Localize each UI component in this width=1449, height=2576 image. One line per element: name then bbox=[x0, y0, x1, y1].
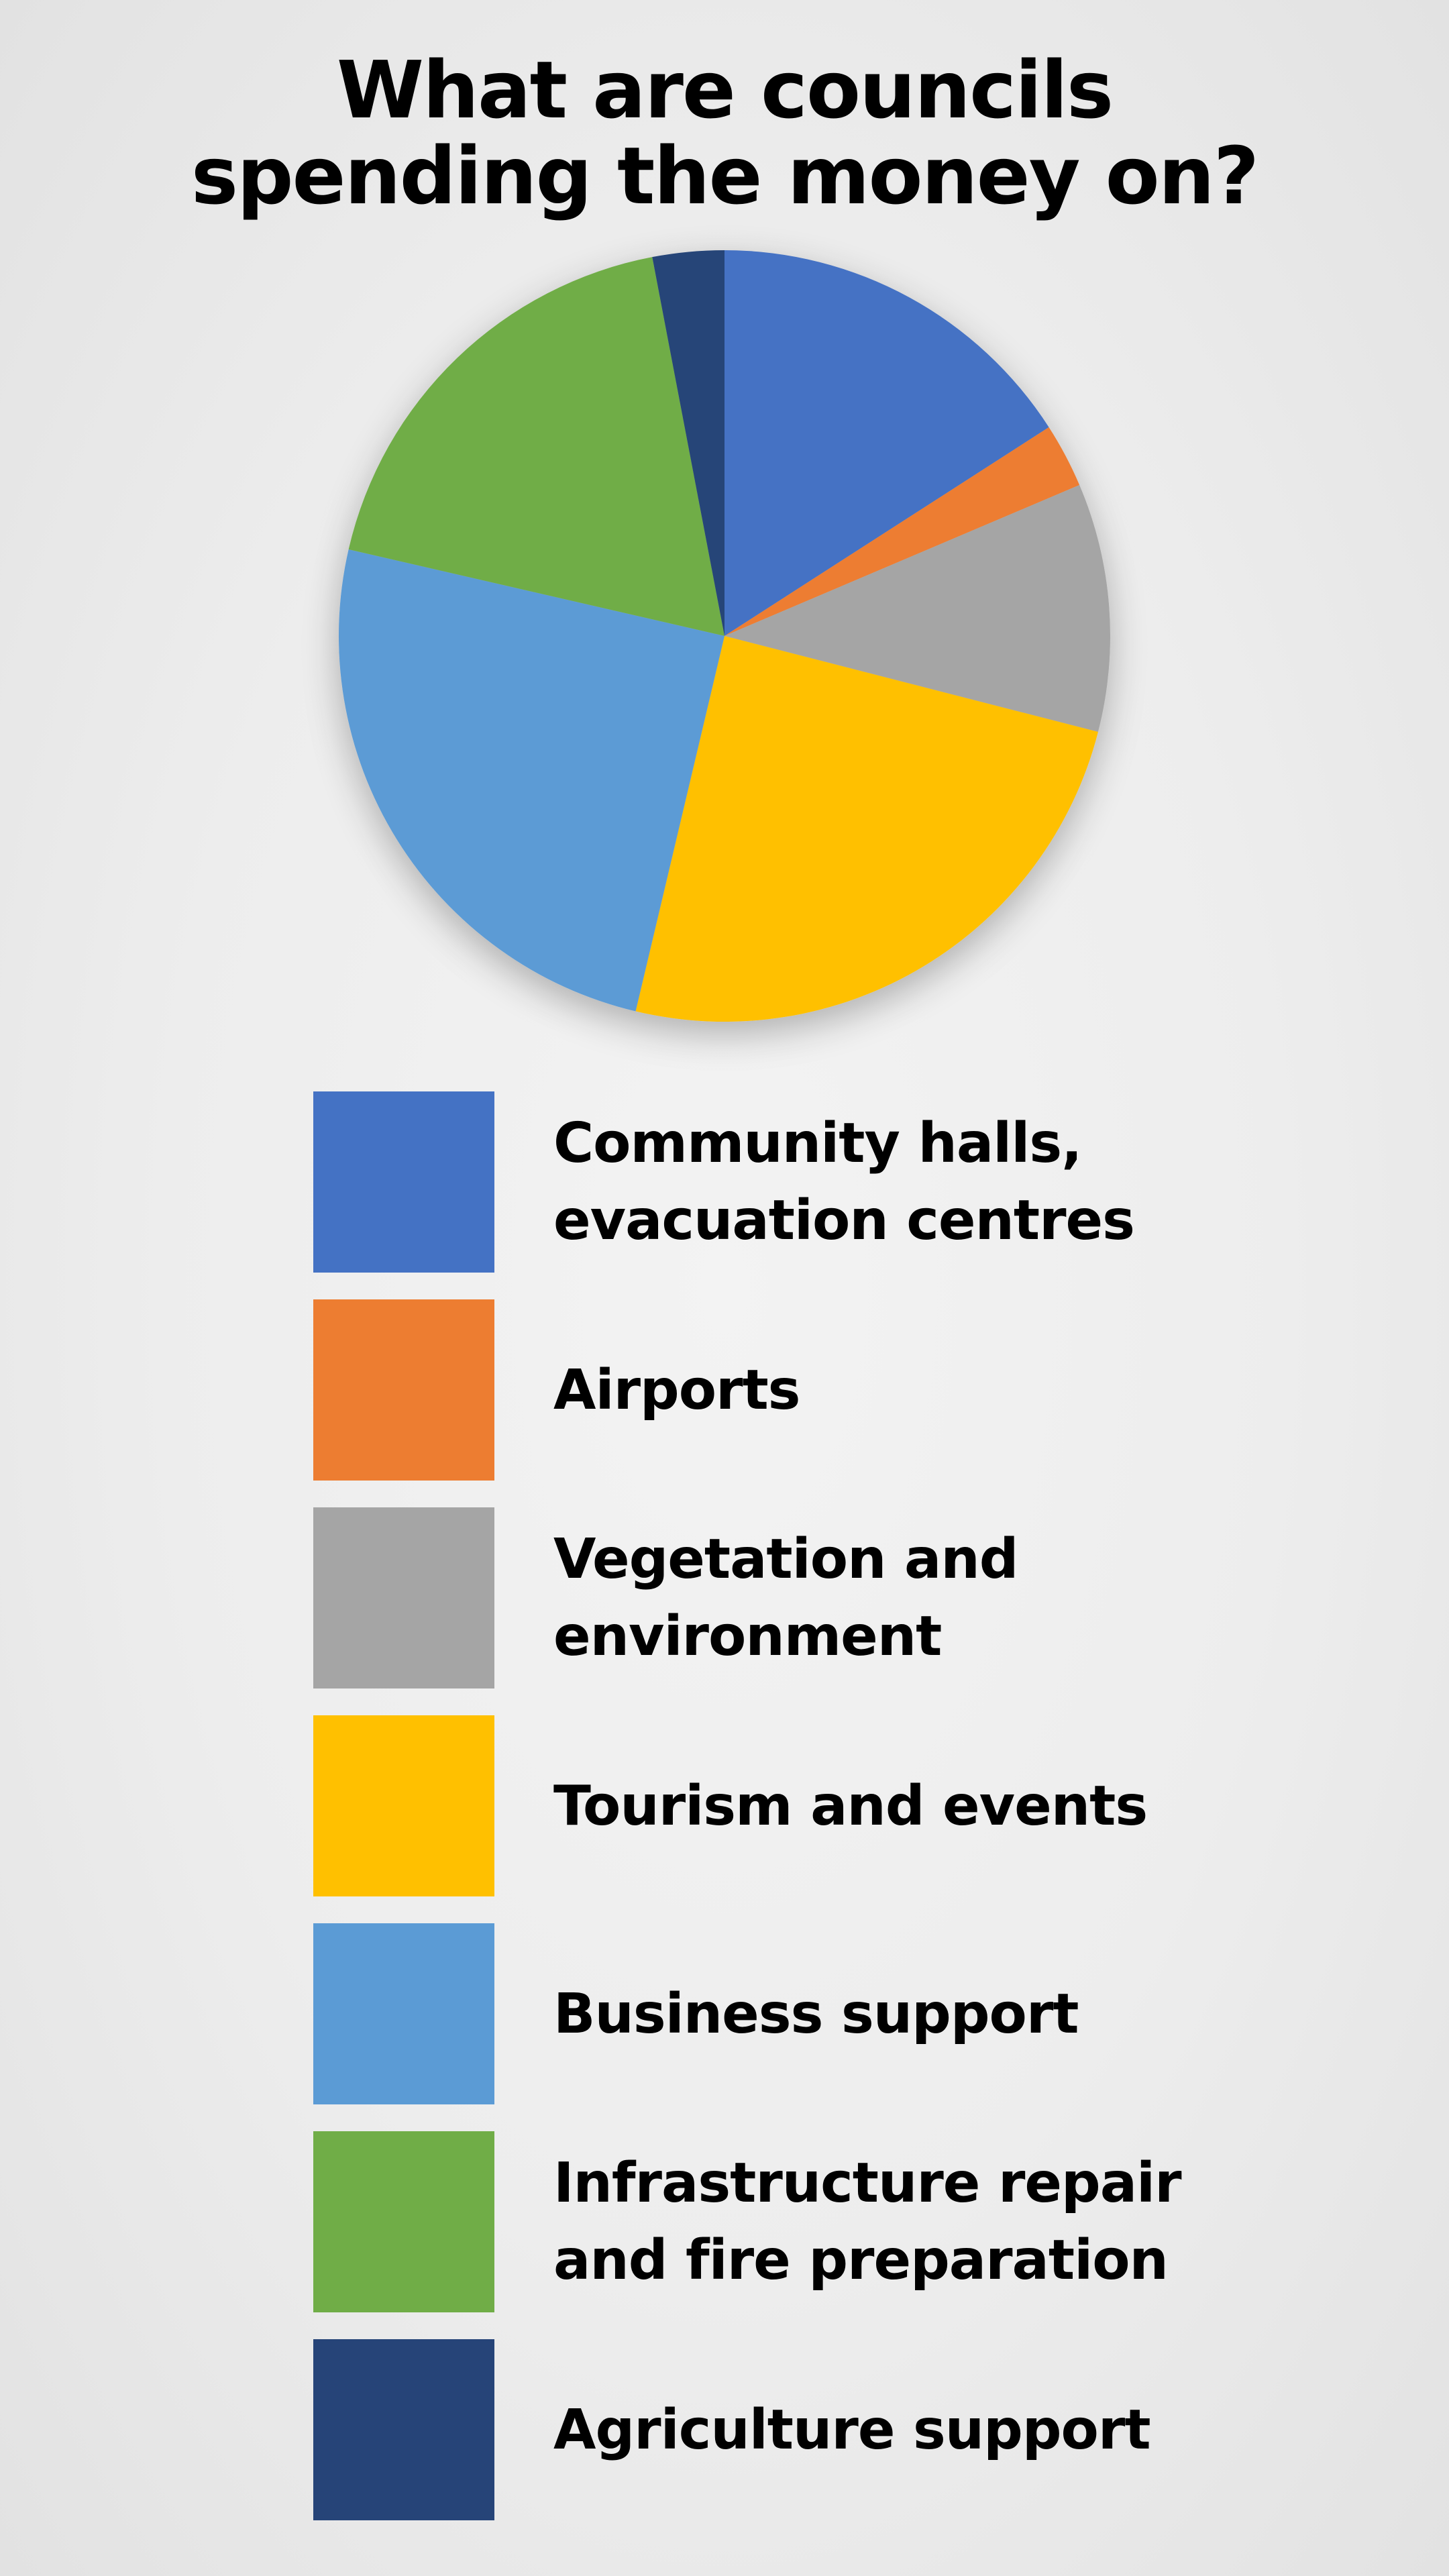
legend-label-3-line-0: Tourism and events bbox=[553, 1774, 1148, 1838]
pie-chart bbox=[339, 250, 1111, 1022]
legend-label-0: Community halls, evacuation centres bbox=[553, 1091, 1385, 1273]
legend-item-0: Community halls, evacuation centres bbox=[313, 1091, 1387, 1299]
legend-swatch-1 bbox=[313, 1299, 494, 1481]
legend-label-0-line-0: Community halls, bbox=[553, 1112, 1082, 1175]
legend-label-3: Tourism and events bbox=[553, 1715, 1385, 1896]
legend-label-2-line-1: environment bbox=[553, 1605, 942, 1668]
pie-slices bbox=[339, 250, 1111, 1022]
chart-title: What are councils spending the money on? bbox=[0, 47, 1449, 219]
legend-item-2: Vegetation and environment bbox=[313, 1507, 1387, 1715]
legend-label-1-line-0: Airports bbox=[553, 1358, 801, 1422]
pie-slice-6 bbox=[652, 250, 724, 636]
legend-swatch-2 bbox=[313, 1507, 494, 1688]
legend-label-4: Business support bbox=[553, 1923, 1385, 2104]
legend-label-4-line-0: Business support bbox=[553, 1982, 1079, 2046]
legend-label-5: Infrastructure repair and fire preparatio… bbox=[553, 2131, 1385, 2312]
legend-label-5-line-1: and fire preparation bbox=[553, 2229, 1169, 2292]
pie-slice-3 bbox=[635, 636, 1098, 1022]
legend-item-6: Agriculture support bbox=[313, 2339, 1387, 2547]
pie-slice-2 bbox=[724, 484, 1111, 732]
legend-swatch-5 bbox=[313, 2131, 494, 2312]
legend: Community halls, evacuation centres Airpor… bbox=[313, 1091, 1387, 2547]
pie-slice-1 bbox=[724, 427, 1080, 636]
legend-label-6-line-0: Agriculture support bbox=[553, 2398, 1151, 2462]
legend-label-5-line-0: Infrastructure repair bbox=[553, 2151, 1182, 2215]
legend-swatch-6 bbox=[313, 2339, 494, 2520]
legend-label-6: Agriculture support bbox=[553, 2339, 1385, 2520]
legend-label-0-line-1: evacuation centres bbox=[553, 1189, 1135, 1252]
chart-title-line-2: spending the money on? bbox=[191, 129, 1259, 222]
pie-slice-0 bbox=[724, 250, 1049, 636]
chart-title-line-1: What are councils bbox=[336, 44, 1114, 136]
legend-label-2-line-0: Vegetation and bbox=[553, 1527, 1018, 1591]
legend-swatch-4 bbox=[313, 1923, 494, 2104]
legend-item-5: Infrastructure repair and fire preparatio… bbox=[313, 2131, 1387, 2339]
legend-label-1: Airports bbox=[553, 1299, 1385, 1481]
pie-slice-5 bbox=[348, 257, 724, 636]
pie-slice-4 bbox=[339, 549, 724, 1012]
legend-label-2: Vegetation and environment bbox=[553, 1507, 1385, 1688]
legend-item-3: Tourism and events bbox=[313, 1715, 1387, 1923]
legend-item-4: Business support bbox=[313, 1923, 1387, 2131]
legend-item-1: Airports bbox=[313, 1299, 1387, 1507]
legend-swatch-0 bbox=[313, 1091, 494, 1273]
legend-swatch-3 bbox=[313, 1715, 494, 1896]
